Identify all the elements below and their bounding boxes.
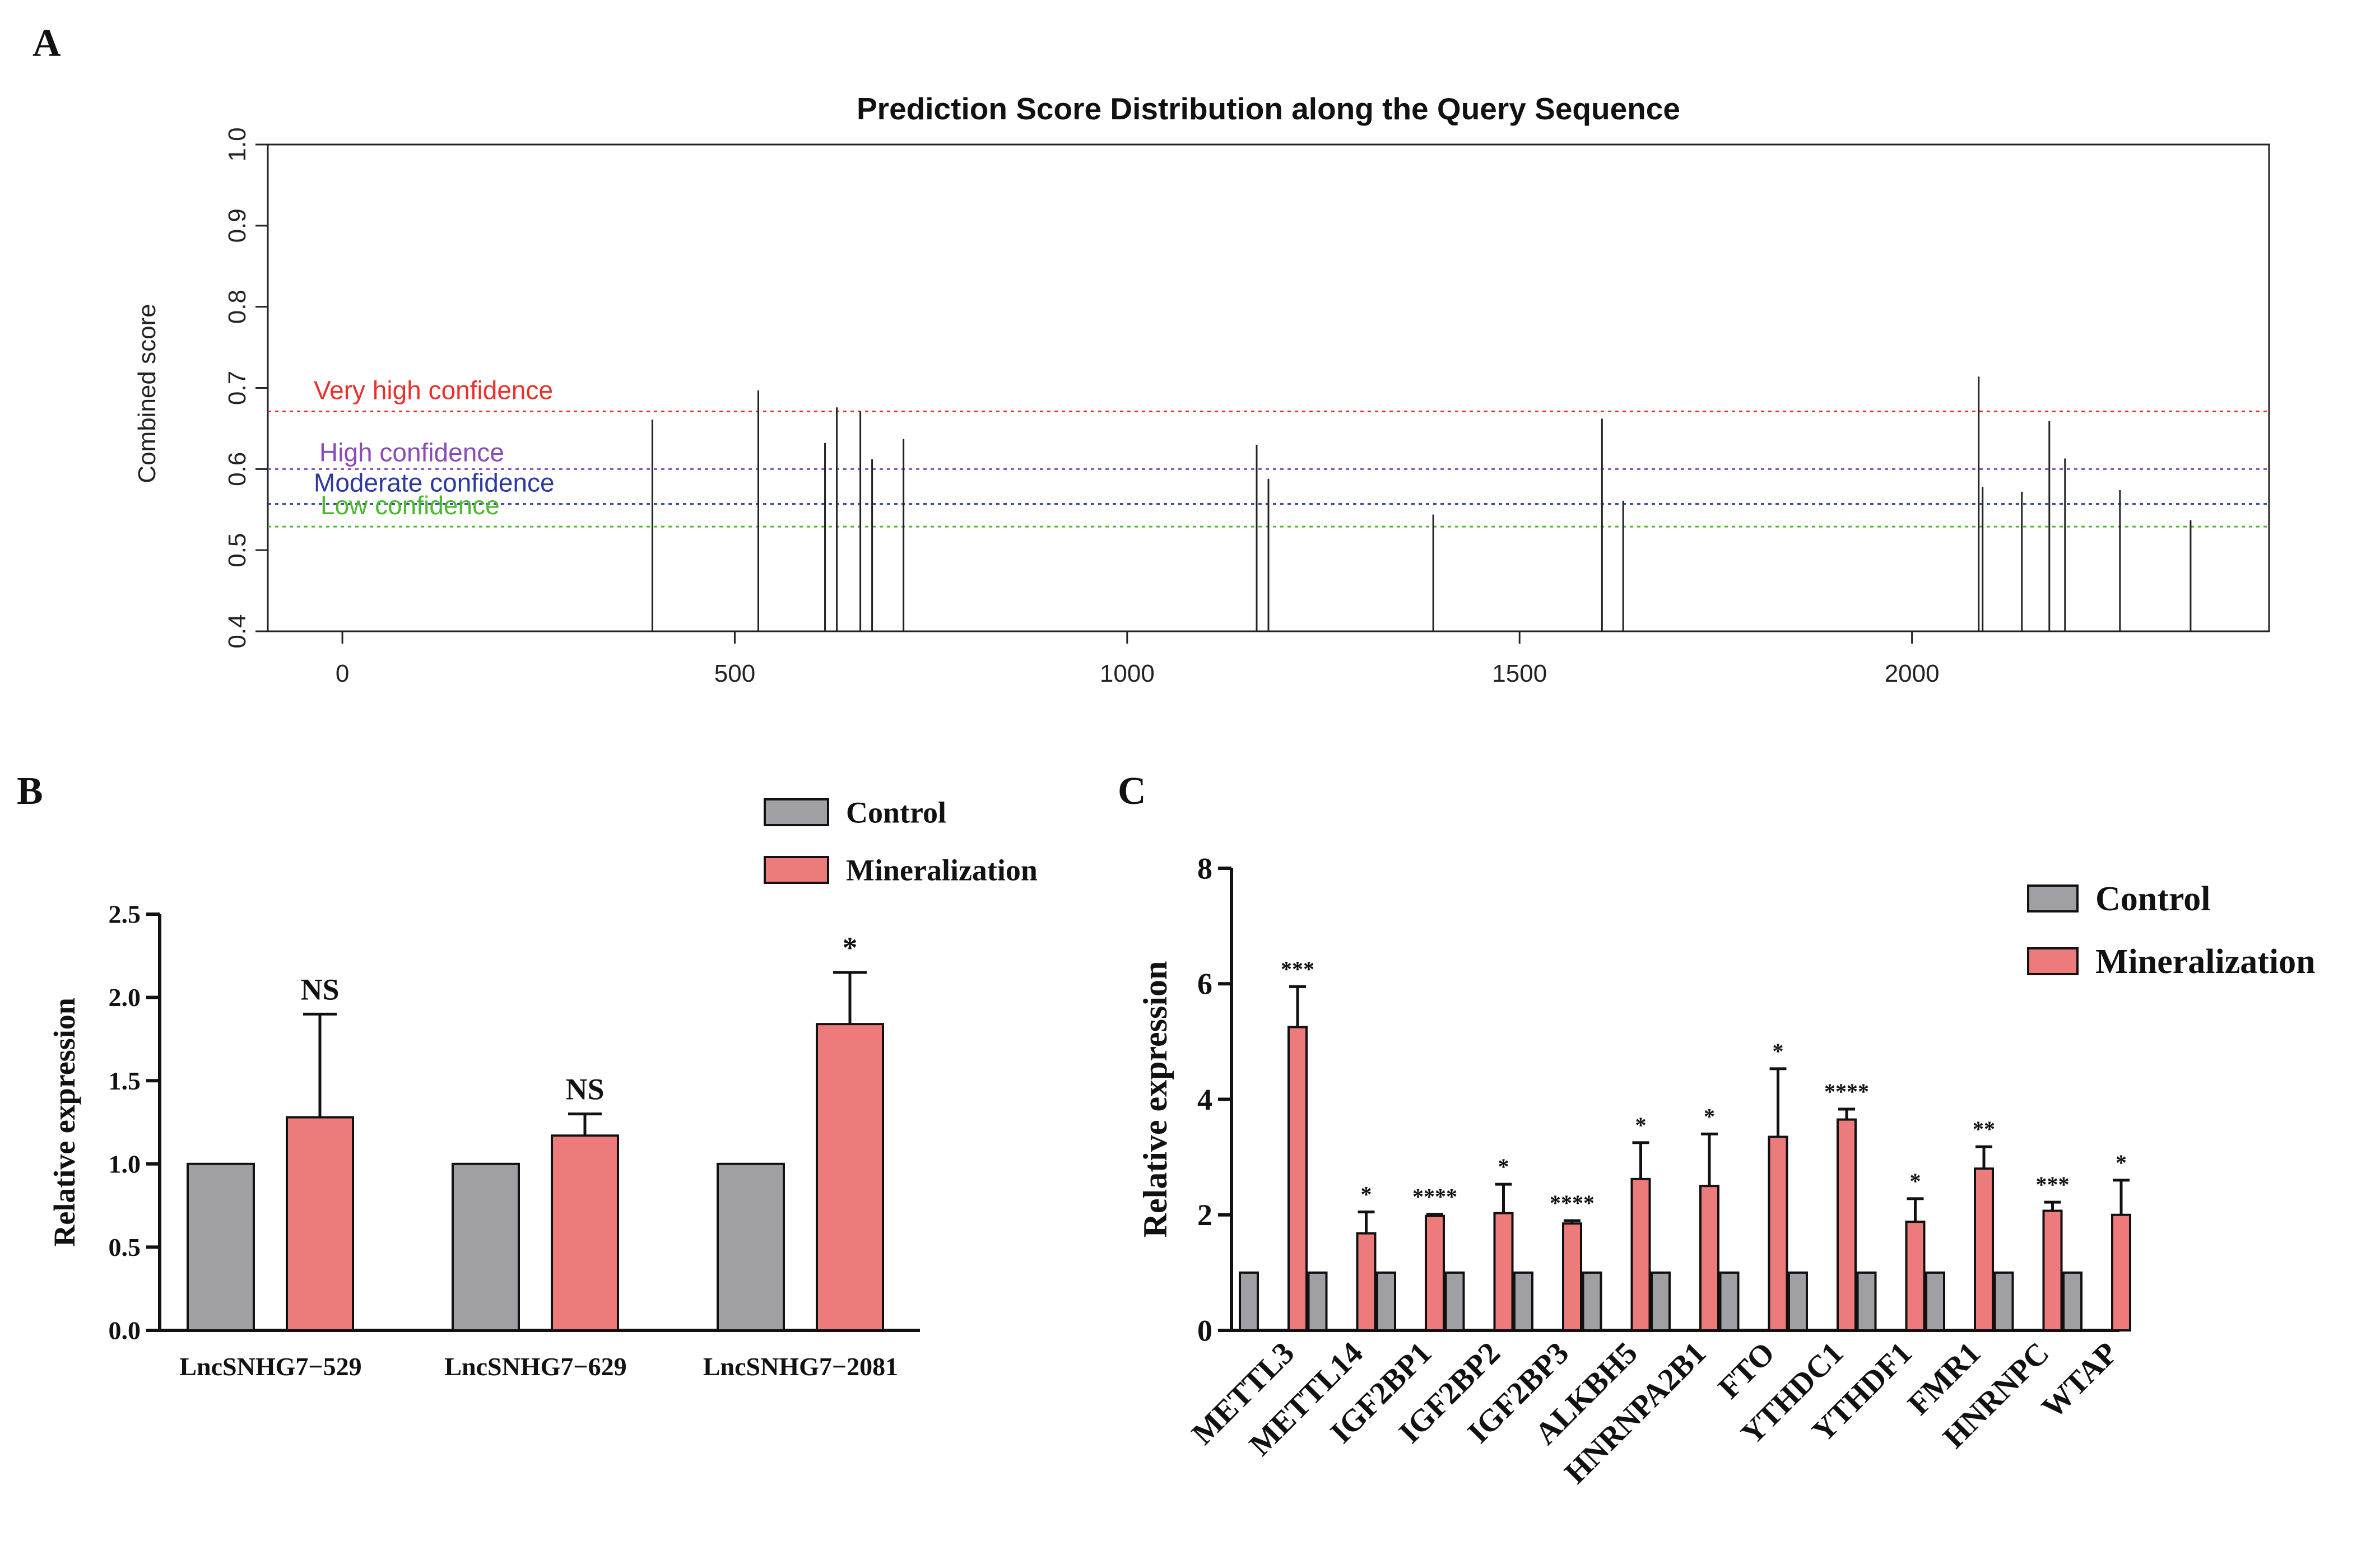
y-tick-label: 1.0 [224, 127, 251, 161]
bar-control [1856, 1271, 1877, 1331]
panel-a-chart: Prediction Score Distribution along the … [133, 91, 2270, 687]
significance-label: **** [1824, 1079, 1869, 1104]
bar-mineralization [1562, 1222, 1582, 1331]
y-tick-label: 1.5 [109, 1067, 141, 1095]
bar-control [1239, 1271, 1259, 1331]
threshold-label: High confidence [319, 437, 504, 467]
legend-swatch [2027, 884, 2079, 912]
significance-label: * [1704, 1104, 1715, 1129]
y-tick-label: 0.6 [224, 452, 251, 486]
y-tick-label: 8 [1197, 851, 1212, 885]
bar-mineralization [1768, 1135, 1788, 1331]
category-label: LncSNHG7−529 [179, 1352, 361, 1381]
bar-mineralization [1905, 1221, 1926, 1331]
bar-mineralization [1699, 1185, 1719, 1331]
chart-title: Prediction Score Distribution along the … [857, 91, 1680, 126]
significance-label: * [1361, 1182, 1372, 1207]
y-tick-label: 0.4 [224, 614, 251, 648]
y-tick-label: 2.5 [109, 900, 141, 929]
y-tick-label: 0.5 [109, 1233, 141, 1261]
threshold-label: Low confidence [320, 491, 500, 520]
y-tick-label: 0.0 [109, 1316, 141, 1345]
bar-control [1444, 1271, 1465, 1331]
bar-mineralization [2111, 1213, 2131, 1331]
bar-mineralization [1493, 1212, 1514, 1331]
y-tick-label: 6 [1197, 967, 1212, 1001]
legend-swatch [764, 856, 829, 884]
y-axis-label: Combined score [133, 304, 161, 483]
bar-control [1376, 1271, 1396, 1331]
significance-label: * [1498, 1154, 1509, 1179]
x-tick-label: 2000 [1885, 660, 1940, 687]
legend-swatch [764, 798, 829, 826]
significance-label: * [1773, 1039, 1784, 1064]
y-tick-label: 0 [1197, 1314, 1212, 1347]
bar-mineralization [1630, 1177, 1651, 1331]
bar-mineralization [1974, 1167, 1994, 1331]
y-tick-label: 4 [1197, 1083, 1212, 1116]
y-tick-label: 2 [1197, 1198, 1212, 1232]
y-tick-label: 0.9 [224, 208, 251, 243]
significance-label: ** [1973, 1116, 1995, 1142]
bar-mineralization [286, 1116, 354, 1331]
bar-control [1719, 1271, 1740, 1331]
legend-label: Mineralization [846, 853, 1038, 887]
bar-control [1788, 1271, 1808, 1331]
y-tick-label: 0.8 [224, 290, 251, 324]
legend-swatch [2027, 947, 2079, 975]
significance-label: NS [300, 972, 339, 1006]
y-tick-label: 0.7 [224, 371, 251, 405]
panel-b-chart: 0.0 0.5 1.0 1.5 2.0 2.5 Relative expression NS L… [48, 795, 1038, 1381]
bar-control [1993, 1271, 2014, 1331]
bar-mineralization [1356, 1232, 1377, 1331]
x-tick-label: 500 [714, 660, 755, 687]
bar-control [1582, 1271, 1602, 1331]
bar-control [717, 1162, 785, 1332]
legend-label: Control [2095, 880, 2211, 918]
x-tick-label: 1000 [1100, 660, 1155, 687]
bar-control [1925, 1271, 1945, 1331]
bar-mineralization [816, 1023, 884, 1331]
y-tick-label: 1.0 [109, 1149, 141, 1178]
bar-mineralization [2042, 1209, 2063, 1331]
panel-letter-a: A [32, 22, 61, 65]
threshold-label: Very high confidence [314, 376, 553, 405]
category-label: LncSNHG7−629 [444, 1352, 626, 1381]
y-tick-label: 2.0 [109, 983, 141, 1012]
bar-mineralization [1425, 1214, 1445, 1331]
panel-letter-c: C [1118, 770, 1146, 813]
bar-control [1307, 1271, 1328, 1331]
bar-mineralization [1287, 1026, 1308, 1331]
x-tick-label: 0 [336, 660, 349, 687]
bar-mineralization [551, 1134, 619, 1331]
significance-label: *** [1281, 956, 1314, 981]
bar-control [187, 1162, 255, 1332]
significance-label: NS [565, 1073, 604, 1106]
bar-control [452, 1162, 520, 1332]
significance-label: *** [2036, 1172, 2070, 1197]
bar-mineralization [1837, 1118, 1857, 1331]
significance-label: * [1910, 1168, 1921, 1194]
y-axis-label: Relative expression [1137, 961, 1174, 1238]
legend-label: Control [846, 795, 946, 829]
legend-label: Mineralization [2095, 943, 2316, 981]
significance-label: * [2116, 1150, 2127, 1175]
significance-label: **** [1412, 1184, 1457, 1209]
y-axis-label: Relative expression [48, 998, 81, 1246]
y-tick-label: 0.5 [224, 533, 251, 567]
significance-label: * [843, 931, 858, 965]
significance-label: * [1635, 1112, 1647, 1138]
category-label: LncSNHG7−2081 [703, 1352, 898, 1381]
category-label: WTAP [2035, 1335, 2125, 1425]
x-tick-label: 1500 [1492, 660, 1547, 687]
significance-label: **** [1550, 1190, 1595, 1216]
bar-control [1513, 1271, 1533, 1331]
bar-control [2062, 1271, 2082, 1331]
threshold-label: Moderate confidence [314, 468, 555, 497]
panel-letter-b: B [17, 770, 43, 813]
bar-control [1651, 1271, 1671, 1331]
